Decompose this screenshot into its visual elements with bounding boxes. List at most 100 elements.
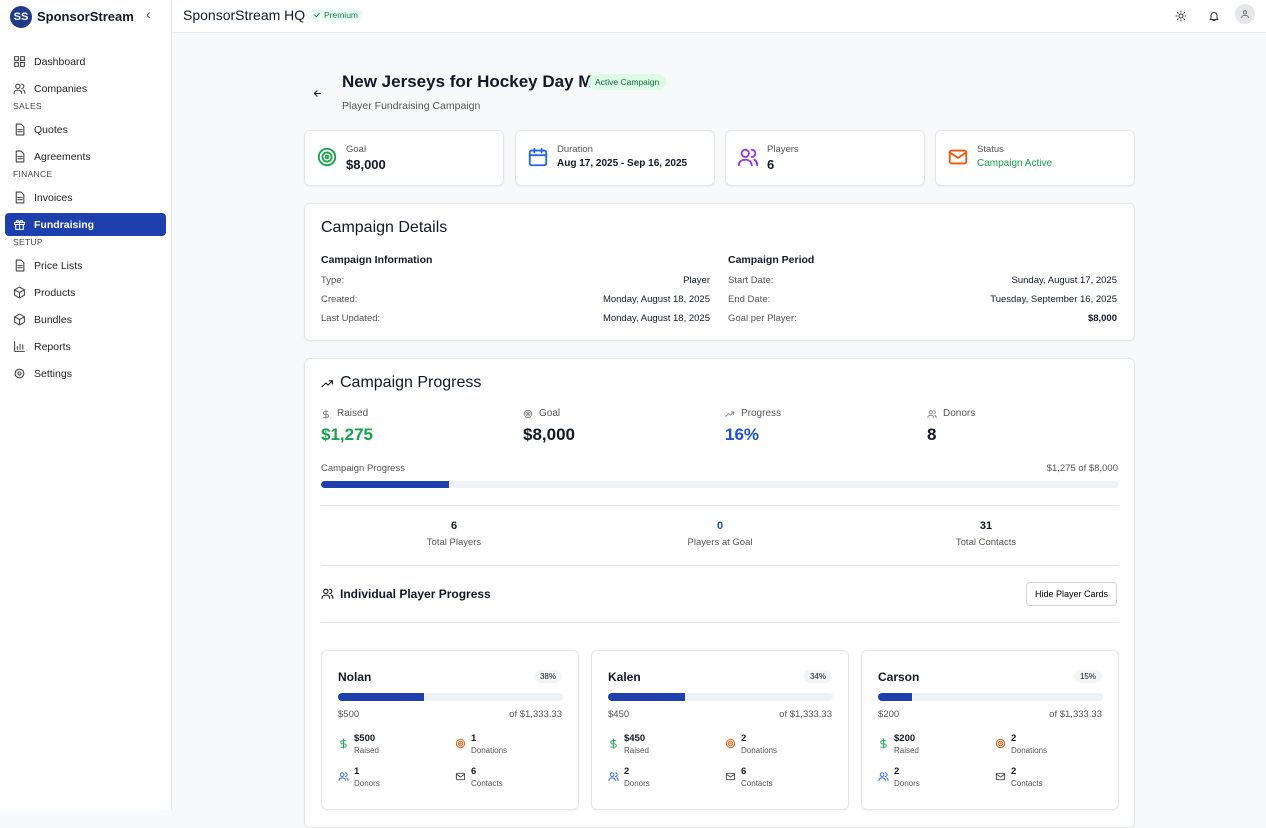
player-bar [878,693,1103,701]
bar-label: Campaign Progress [321,463,405,474]
detail-label: End Date: [728,294,771,305]
icon-shape [725,411,735,417]
icon-svg [608,772,619,782]
nav-item[interactable]: Dashboard [5,50,166,73]
icon [13,218,26,231]
player-stat-label: Raised [354,746,379,755]
icon-shape [884,772,889,782]
detail-value: $8,000 [1087,313,1117,324]
nav-item[interactable]: Quotes [5,118,166,141]
icon [725,409,735,419]
icon-shape [523,409,533,419]
icon-svg [317,147,337,167]
nav-item[interactable]: Agreements [5,145,166,168]
icon [13,123,26,136]
nav-item[interactable]: Products [5,281,166,304]
icon-shape [324,154,330,160]
metric-label: Goal [539,408,561,419]
nav-item[interactable]: Settings [5,362,166,385]
icon-svg [725,738,736,749]
icon-shape [995,772,1006,781]
bar-summary: $1,275 of $8,000 [1046,463,1118,474]
icon-shape [933,410,937,419]
icon [995,771,1006,782]
topbar-button[interactable] [1175,9,1187,27]
brand: SponsorStream [37,9,134,24]
icon [725,738,736,749]
icon-shape [608,777,616,782]
icon [608,738,619,749]
player-name: Carson [878,670,920,684]
icon-svg [14,341,25,352]
metric-label: Raised [337,408,369,419]
player-stat-value: 2 [1011,733,1017,744]
avatar[interactable] [1235,4,1255,24]
stat-value: Campaign Active [977,158,1053,169]
icon-svg [1209,12,1219,21]
icon-shape [1175,10,1187,22]
icon [527,146,549,168]
details-heading: Campaign Period [728,254,815,266]
icon-svg [340,738,347,749]
count-label: Total Players [426,537,482,548]
stat-card: Goal $8,000 [304,130,504,186]
icon [608,771,619,782]
icon-shape [995,738,1006,749]
icon-shape [879,772,885,777]
nav-label: Agreements [34,150,91,163]
icon-svg [314,12,320,18]
icon-shape [1242,10,1248,15]
collapse[interactable]: ‹ [146,6,151,22]
icon-svg [725,772,736,781]
back-button[interactable] [312,86,323,104]
details-card: Campaign Details Campaign Information Type… [304,203,1135,341]
icon-svg [14,56,25,67]
player-stat-label: Raised [624,746,649,755]
icon-shape [17,155,23,160]
icon-shape [329,588,334,599]
icon-shape [15,123,25,136]
icon-svg [321,588,334,599]
icon-shape [16,343,24,350]
player-percent: 15% [1073,670,1102,683]
player-percent: 38% [533,670,562,683]
hide-button[interactable]: Hide Player Cards [1026,582,1118,606]
nav-item[interactable]: Reports [5,335,166,358]
icon [338,738,349,749]
icon [1240,9,1250,19]
player-goal: of $1,333.33 [779,709,832,720]
nav-item[interactable]: Companies [5,77,166,100]
player-name: Nolan [338,670,372,684]
icon [523,409,533,419]
stat-label: Duration [557,144,593,155]
icon-svg [15,123,25,136]
icon-shape [1178,13,1184,19]
nav-item[interactable]: Fundraising [5,213,166,236]
icon-shape [340,738,347,749]
icon-shape [15,259,25,272]
icon-shape [455,738,466,749]
player-stat-value: $500 [354,733,376,744]
progress-fill [321,481,449,488]
topbar-title: SponsorStream HQ [183,7,306,23]
nav-item[interactable]: Price Lists [5,254,166,277]
topbar-button[interactable] [1208,9,1220,27]
icon-svg [14,368,25,379]
detail-value: Tuesday, September 16, 2025 [990,294,1117,305]
icon-shape [313,90,322,97]
icon-shape [725,738,736,749]
detail-label: Goal per Player: [728,313,797,324]
player-stat-value: 2 [1011,766,1017,777]
icon-shape [997,740,1004,747]
icon [321,377,334,390]
icon-shape [878,777,886,782]
nav-item[interactable]: Invoices [5,186,166,209]
player-bar [608,693,833,701]
player-stat-value: $450 [624,733,646,744]
stat-card: Duration Aug 17, 2025 - Sep 16, 2025 [515,130,715,186]
player-raised: $200 [878,709,900,720]
icon-shape [457,740,464,747]
icon-shape [880,738,887,749]
nav-item[interactable]: Bundles [5,308,166,331]
icon-shape [995,773,1006,778]
